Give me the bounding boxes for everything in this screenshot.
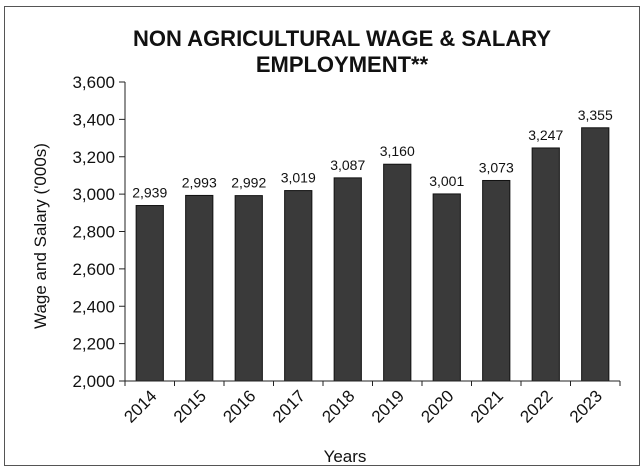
x-tick-label: 2016 — [219, 386, 259, 426]
bar-2022 — [531, 147, 560, 382]
bar-2023 — [581, 127, 610, 382]
y-tick-label: 3,200 — [72, 148, 115, 167]
y-axis-label: Wage and Salary ('000s) — [31, 143, 50, 329]
data-label-2022: 3,247 — [528, 127, 563, 143]
bar-2015 — [185, 194, 214, 382]
y-tick-label: 2,800 — [72, 223, 115, 242]
data-labels: 2,939 2,993 2,992 3,019 3,087 3,160 3,001 3,073… — [132, 107, 613, 201]
chart-title-line-1: NON AGRICULTURAL WAGE & SALARY — [133, 26, 551, 51]
data-label-2015: 2,993 — [182, 174, 217, 190]
x-axis-ticks: 2014 2015 2016 2017 2018 2019 2020 2021 2022 2023 — [120, 381, 621, 427]
data-label-2016: 2,992 — [231, 175, 266, 191]
y-tick-label: 3,600 — [72, 73, 115, 92]
data-label-2020: 3,001 — [429, 173, 464, 189]
x-axis-label: Years — [324, 447, 367, 466]
data-label-2014: 2,939 — [132, 185, 167, 201]
bar-2016 — [234, 195, 263, 382]
y-tick-label: 2,200 — [72, 335, 115, 354]
bar-2020 — [432, 193, 461, 382]
data-label-2018: 3,087 — [330, 157, 365, 173]
data-label-2023: 3,355 — [578, 107, 613, 123]
x-tick-label: 2015 — [170, 386, 210, 426]
data-label-2017: 3,019 — [281, 170, 316, 186]
y-tick-label: 3,000 — [72, 185, 115, 204]
bars — [135, 127, 610, 382]
data-label-2021: 3,073 — [479, 159, 514, 175]
y-axis-ticks: 2,000 2,200 2,400 2,600 2,800 3,000 3,200 3,400… — [72, 73, 125, 391]
chart-title: NON AGRICULTURAL WAGE & SALARY EMPLOYMEN… — [133, 26, 551, 77]
x-tick-label: 2014 — [120, 386, 160, 426]
x-tick-label: 2017 — [269, 386, 309, 426]
y-tick-label: 2,000 — [72, 372, 115, 391]
data-label-2019: 3,160 — [380, 143, 415, 159]
bar-2021 — [482, 179, 511, 382]
x-tick-label: 2020 — [417, 386, 457, 426]
chart-title-line-2: EMPLOYMENT** — [256, 52, 429, 77]
bar-2018 — [333, 177, 362, 382]
x-tick-label: 2023 — [566, 386, 606, 426]
bar-2019 — [383, 163, 412, 382]
y-tick-label: 2,600 — [72, 260, 115, 279]
y-tick-label: 3,400 — [72, 110, 115, 129]
x-tick-label: 2018 — [318, 386, 358, 426]
bar-2014 — [135, 205, 164, 382]
x-tick-label: 2019 — [368, 386, 408, 426]
bar-2017 — [284, 190, 313, 382]
x-tick-label: 2021 — [467, 386, 507, 426]
y-tick-label: 2,400 — [72, 297, 115, 316]
x-tick-label: 2022 — [516, 386, 556, 426]
